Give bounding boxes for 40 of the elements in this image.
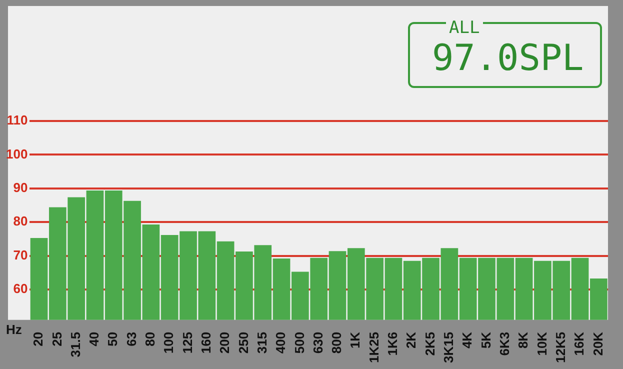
x-tick-label: 400 bbox=[273, 332, 288, 354]
x-tick-label: 16K bbox=[572, 331, 587, 356]
text: ALL bbox=[446, 18, 483, 38]
x-tick-label: 1K bbox=[348, 331, 363, 349]
y-tick-label: 110 bbox=[6, 112, 28, 128]
text: 97.0SPL bbox=[432, 38, 584, 80]
y-tick-label: 100 bbox=[6, 146, 28, 162]
x-tick-label: 31.5 bbox=[68, 332, 83, 358]
x-tick-label: 125 bbox=[180, 332, 195, 354]
x-tick-label: 500 bbox=[292, 332, 307, 354]
x-tick-label: 5K bbox=[478, 331, 494, 349]
x-tick-label: 6K3 bbox=[496, 332, 512, 356]
x-tick-label: 315 bbox=[254, 332, 270, 354]
x-tick-label: 25 bbox=[49, 332, 64, 346]
x-tick-label: 40 bbox=[86, 332, 102, 346]
x-tick-label: 63 bbox=[124, 332, 139, 346]
x-tick-label: 1K6 bbox=[385, 332, 400, 356]
x-axis-title: Hz bbox=[6, 322, 22, 337]
y-tick-label: 70 bbox=[13, 247, 28, 262]
x-tick-label: 2K bbox=[404, 331, 419, 349]
x-tick-label: 1K25 bbox=[366, 332, 382, 363]
x-tick-label: 2K5 bbox=[422, 332, 438, 356]
x-tick-label: 630 bbox=[310, 332, 326, 354]
x-tick-label: 50 bbox=[105, 332, 120, 346]
x-tick-label: 8K bbox=[516, 331, 531, 349]
x-tick-label: 160 bbox=[198, 332, 214, 354]
y-tick-label: 90 bbox=[13, 180, 28, 196]
x-tick-label: 800 bbox=[329, 332, 344, 354]
x-tick-label: 20 bbox=[30, 332, 46, 346]
x-tick-label: 250 bbox=[236, 332, 251, 354]
x-tick-label: 3K15 bbox=[441, 332, 456, 363]
x-tick-label: 20K bbox=[590, 331, 606, 356]
x-tick-label: 10K bbox=[534, 331, 550, 356]
y-tick-label: 60 bbox=[13, 281, 28, 296]
x-tick-label: 4K bbox=[460, 331, 475, 349]
x-tick-label: 200 bbox=[217, 332, 232, 354]
x-tick-label: 100 bbox=[161, 332, 176, 354]
y-tick-label: 80 bbox=[13, 214, 28, 229]
x-tick-label: 80 bbox=[142, 332, 158, 346]
x-tick-label: 12K5 bbox=[552, 332, 568, 363]
